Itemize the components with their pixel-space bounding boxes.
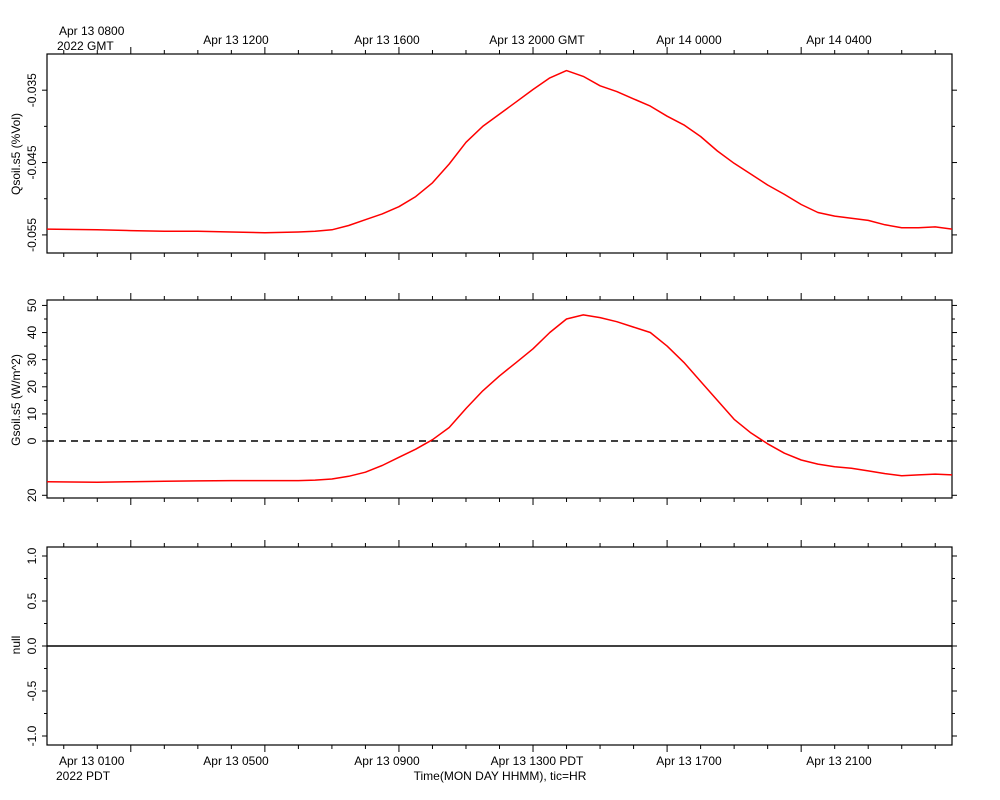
y-tick-label: -0.035: [25, 73, 39, 107]
y-tick-label: -1.0: [25, 725, 39, 746]
y-tick-label: 1.0: [25, 547, 39, 564]
panel-null: 1.0 0.5 0.0 -0.5 -1.0: [25, 540, 957, 752]
series-line: [46, 69, 953, 234]
y-tick-label: 50: [25, 298, 39, 312]
y-tick-label: 20: [25, 380, 39, 394]
y-tick-label: -0.055: [25, 218, 39, 252]
panel-qsoil: -0.035 -0.045 -0.055: [25, 47, 957, 260]
y-tick-label: -0.5: [25, 680, 39, 701]
top-axis-tick-label: Apr 13 1200: [203, 33, 269, 47]
y-tick-label: 0: [25, 437, 39, 444]
bottom-axis-tick-label: Apr 13 1700: [656, 754, 722, 768]
bottom-axis-tick-label: Apr 13 0900: [354, 754, 420, 768]
panel-gsoil-ylabel: Gsoil.s5 (W/m^2): [9, 354, 23, 446]
panel-null-ylabel: null: [9, 636, 23, 655]
top-axis-first-label-line2: 2022 GMT: [57, 39, 114, 53]
y-tick-label: -0.045: [25, 145, 39, 179]
y-tick-label: 10: [25, 407, 39, 421]
y-tick-label: 40: [25, 326, 39, 340]
plot-frame: [46, 299, 953, 499]
top-axis-tick-label: Apr 13 2000 GMT: [489, 33, 585, 47]
series-line: [46, 314, 953, 484]
bottom-axis-tick-label: Apr 13 2100: [806, 754, 872, 768]
top-axis-tick-label: Apr 13 1600: [354, 33, 420, 47]
y-tick-label: 0.5: [25, 592, 39, 609]
top-axis-tick-label: Apr 14 0400: [806, 33, 872, 47]
y-tick-label: 30: [25, 353, 39, 367]
panel-gsoil: 50 40 30 20 10 0 20: [25, 293, 957, 505]
bottom-axis-first-label-line1: Apr 13 0100: [59, 754, 125, 768]
plot-frame: [46, 53, 953, 254]
panel-qsoil-ylabel: Qsoil.s5 (%Vol): [9, 113, 23, 195]
top-axis-tick-label: Apr 14 0000: [656, 33, 722, 47]
bottom-axis-first-label-line2: 2022 PDT: [56, 769, 111, 783]
y-tick-label: 0.0: [25, 637, 39, 654]
bottom-axis-tick-label: Apr 13 1300 PDT: [491, 754, 584, 768]
top-axis-first-label-line1: Apr 13 0800: [59, 24, 125, 38]
bottom-axis-title: Time(MON DAY HHMM), tic=HR: [414, 769, 587, 783]
bottom-axis-tick-label: Apr 13 0500: [203, 754, 269, 768]
y-tick-label: 20: [25, 488, 39, 502]
